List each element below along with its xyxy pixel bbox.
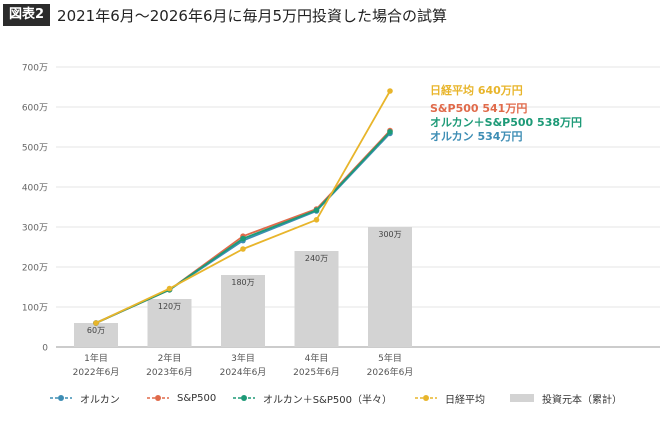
legend-line-swatch (147, 395, 169, 401)
legend-swatch-marker (241, 395, 247, 401)
legend-label: 日経平均 (445, 394, 485, 406)
legend-label: S&P500 (177, 392, 217, 404)
bar-data-label: 120万 (158, 302, 181, 311)
end-value-label: オルカン＋S&P500 538万円 (430, 116, 582, 129)
bar-data-label: 240万 (305, 254, 328, 263)
legend-swatch-marker (155, 395, 161, 401)
series-point-2 (313, 207, 320, 213)
y-tick-label: 600万 (22, 104, 48, 114)
bar-principal (221, 275, 265, 347)
legend-item: S&P500 (147, 388, 216, 408)
chart-legend: オルカン S&P500 オルカン＋S&P500（半々） 日経平均 投資元本（累計） (0, 388, 670, 408)
series-point-3 (166, 285, 173, 292)
bar-principal (294, 251, 339, 347)
x-tick-label: 4年目 (305, 352, 329, 364)
x-tick-label: 5年目 (378, 352, 402, 364)
legend-item: 投資元本（累計） (510, 388, 622, 408)
bar-data-label: 60万 (87, 326, 105, 335)
chart-header: 図表2 2021年6月～2026年6月に毎月5万円投資した場合の試算 (0, 0, 670, 30)
y-tick-label: 300万 (22, 224, 48, 234)
x-tick-sublabel: 2023年6月 (146, 366, 193, 378)
y-tick-label: 500万 (22, 144, 48, 154)
legend-label: オルカン (80, 394, 120, 406)
legend-bar-swatch (510, 394, 534, 402)
series-point-3 (387, 88, 393, 94)
bar-principal (368, 227, 412, 347)
chart-title: 2021年6月～2026年6月に毎月5万円投資した場合の試算 (57, 6, 448, 25)
x-tick-label: 1年目 (84, 352, 108, 364)
bar-data-label: 300万 (378, 230, 401, 239)
x-tick-sublabel: 2026年6月 (367, 366, 414, 378)
legend-swatch-rect (510, 394, 534, 402)
y-tick-label: 200万 (22, 264, 48, 274)
bar-data-label: 180万 (231, 278, 254, 287)
y-tick-label: 400万 (22, 184, 48, 194)
y-tick-label: 100万 (22, 304, 48, 314)
x-tick-sublabel: 2022年6月 (73, 366, 120, 378)
end-value-label: オルカン 534万円 (430, 130, 522, 143)
legend-line-swatch (415, 395, 437, 401)
end-value-label: S&P500 541万円 (430, 102, 527, 115)
legend-item: オルカン (50, 388, 120, 408)
bar-principal (74, 323, 118, 347)
legend-swatch-marker (423, 395, 429, 401)
y-tick-label: 700万 (22, 64, 48, 74)
x-tick-sublabel: 2024年6月 (220, 366, 267, 378)
series-point-2 (240, 235, 246, 242)
series-point-3 (93, 320, 99, 326)
series-point-2 (387, 129, 393, 135)
end-value-label: 日経平均 640万円 (430, 83, 523, 97)
legend-item: オルカン＋S&P500（半々） (233, 388, 392, 408)
x-tick-sublabel: 2025年6月 (293, 366, 340, 378)
y-tick-label: 0 (42, 344, 48, 354)
figure-badge: 図表2 (3, 4, 51, 26)
legend-line-swatch (233, 395, 255, 401)
bar-principal (147, 299, 192, 347)
legend-line-swatch (50, 395, 72, 401)
x-tick-label: 3年目 (231, 352, 255, 364)
series-point-3 (313, 217, 320, 223)
x-tick-label: 2年目 (158, 352, 182, 364)
legend-label: 投資元本（累計） (542, 394, 622, 406)
legend-item: 日経平均 (415, 388, 485, 408)
series-point-3 (240, 246, 246, 252)
chart-canvas: 0 100万 200万 300万 400万 500万 600万 700万 60万 120万 180万… (22, 64, 660, 378)
legend-swatch-marker (58, 395, 64, 401)
legend-label: オルカン＋S&P500（半々） (263, 394, 392, 406)
